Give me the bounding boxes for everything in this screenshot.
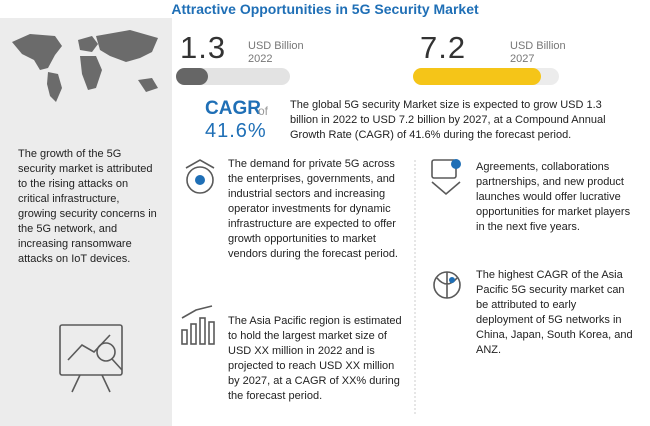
bar-fill	[176, 68, 208, 85]
bar-fill	[413, 68, 541, 85]
stat-year: 2022	[248, 53, 273, 65]
cagr-suffix: of	[258, 104, 269, 118]
stat-unit: USD Billion	[510, 40, 566, 52]
point-text: The Asia Pacific region is estimated to …	[228, 315, 402, 402]
stat-value: 7.2	[420, 30, 467, 65]
point-text: The highest CAGR of the Asia Pacific 5G …	[476, 269, 633, 356]
title: Attractive Opportunities in 5G Security …	[171, 1, 479, 17]
stat-value: 1.3	[180, 30, 227, 65]
icons	[59, 159, 461, 393]
cagr-value: 41.6%	[205, 120, 267, 142]
point-text: The demand for private 5G across the ent…	[228, 158, 398, 260]
cagr-label: CAGR	[205, 98, 261, 119]
point-text: Agreements, collaborations partnerships,…	[476, 161, 631, 233]
world-map	[12, 30, 158, 102]
stat-unit: USD Billion	[248, 40, 304, 52]
cagr-text: The global 5G security Market size is ex…	[290, 99, 606, 141]
stat-year: 2027	[510, 53, 535, 65]
sidebar-text: The growth of the 5G security market is …	[18, 148, 157, 265]
